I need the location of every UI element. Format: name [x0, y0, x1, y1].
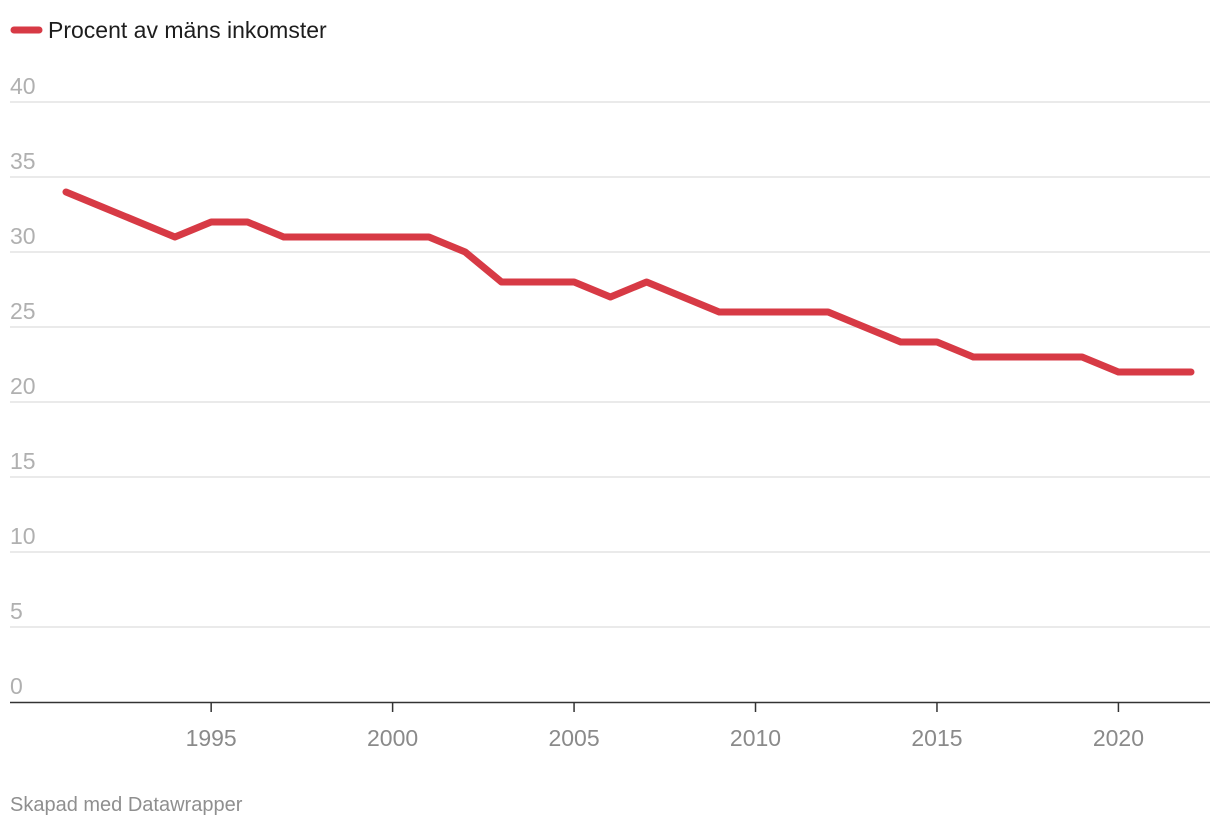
y-tick-label: 0	[10, 673, 23, 699]
y-tick-label: 20	[10, 373, 36, 399]
x-tick-label: 2000	[367, 725, 418, 751]
y-axis: 0 5 10 15 20 25 30 35 40	[10, 73, 36, 699]
y-tick-label: 5	[10, 598, 23, 624]
y-tick-label: 40	[10, 73, 36, 99]
y-tick-label: 25	[10, 298, 36, 324]
y-tick-label: 10	[10, 523, 36, 549]
x-axis: 1995 2000 2005 2010 2015 2020	[10, 701, 1210, 751]
legend: Procent av mäns inkomster	[10, 17, 327, 43]
x-tick-label: 1995	[186, 725, 237, 751]
y-tick-label: 30	[10, 223, 36, 249]
gridlines	[10, 101, 1210, 628]
x-tick-label: 2020	[1093, 725, 1144, 751]
y-tick-label: 15	[10, 448, 36, 474]
series-group	[62, 188, 1195, 376]
x-tick-label: 2005	[548, 725, 599, 751]
x-tick-label: 2010	[730, 725, 781, 751]
x-tick-label: 2015	[911, 725, 962, 751]
footer-credit: Skapad med Datawrapper	[10, 794, 243, 816]
series-line	[62, 188, 1195, 376]
legend-label: Procent av mäns inkomster	[48, 17, 327, 43]
y-tick-label: 35	[10, 148, 36, 174]
